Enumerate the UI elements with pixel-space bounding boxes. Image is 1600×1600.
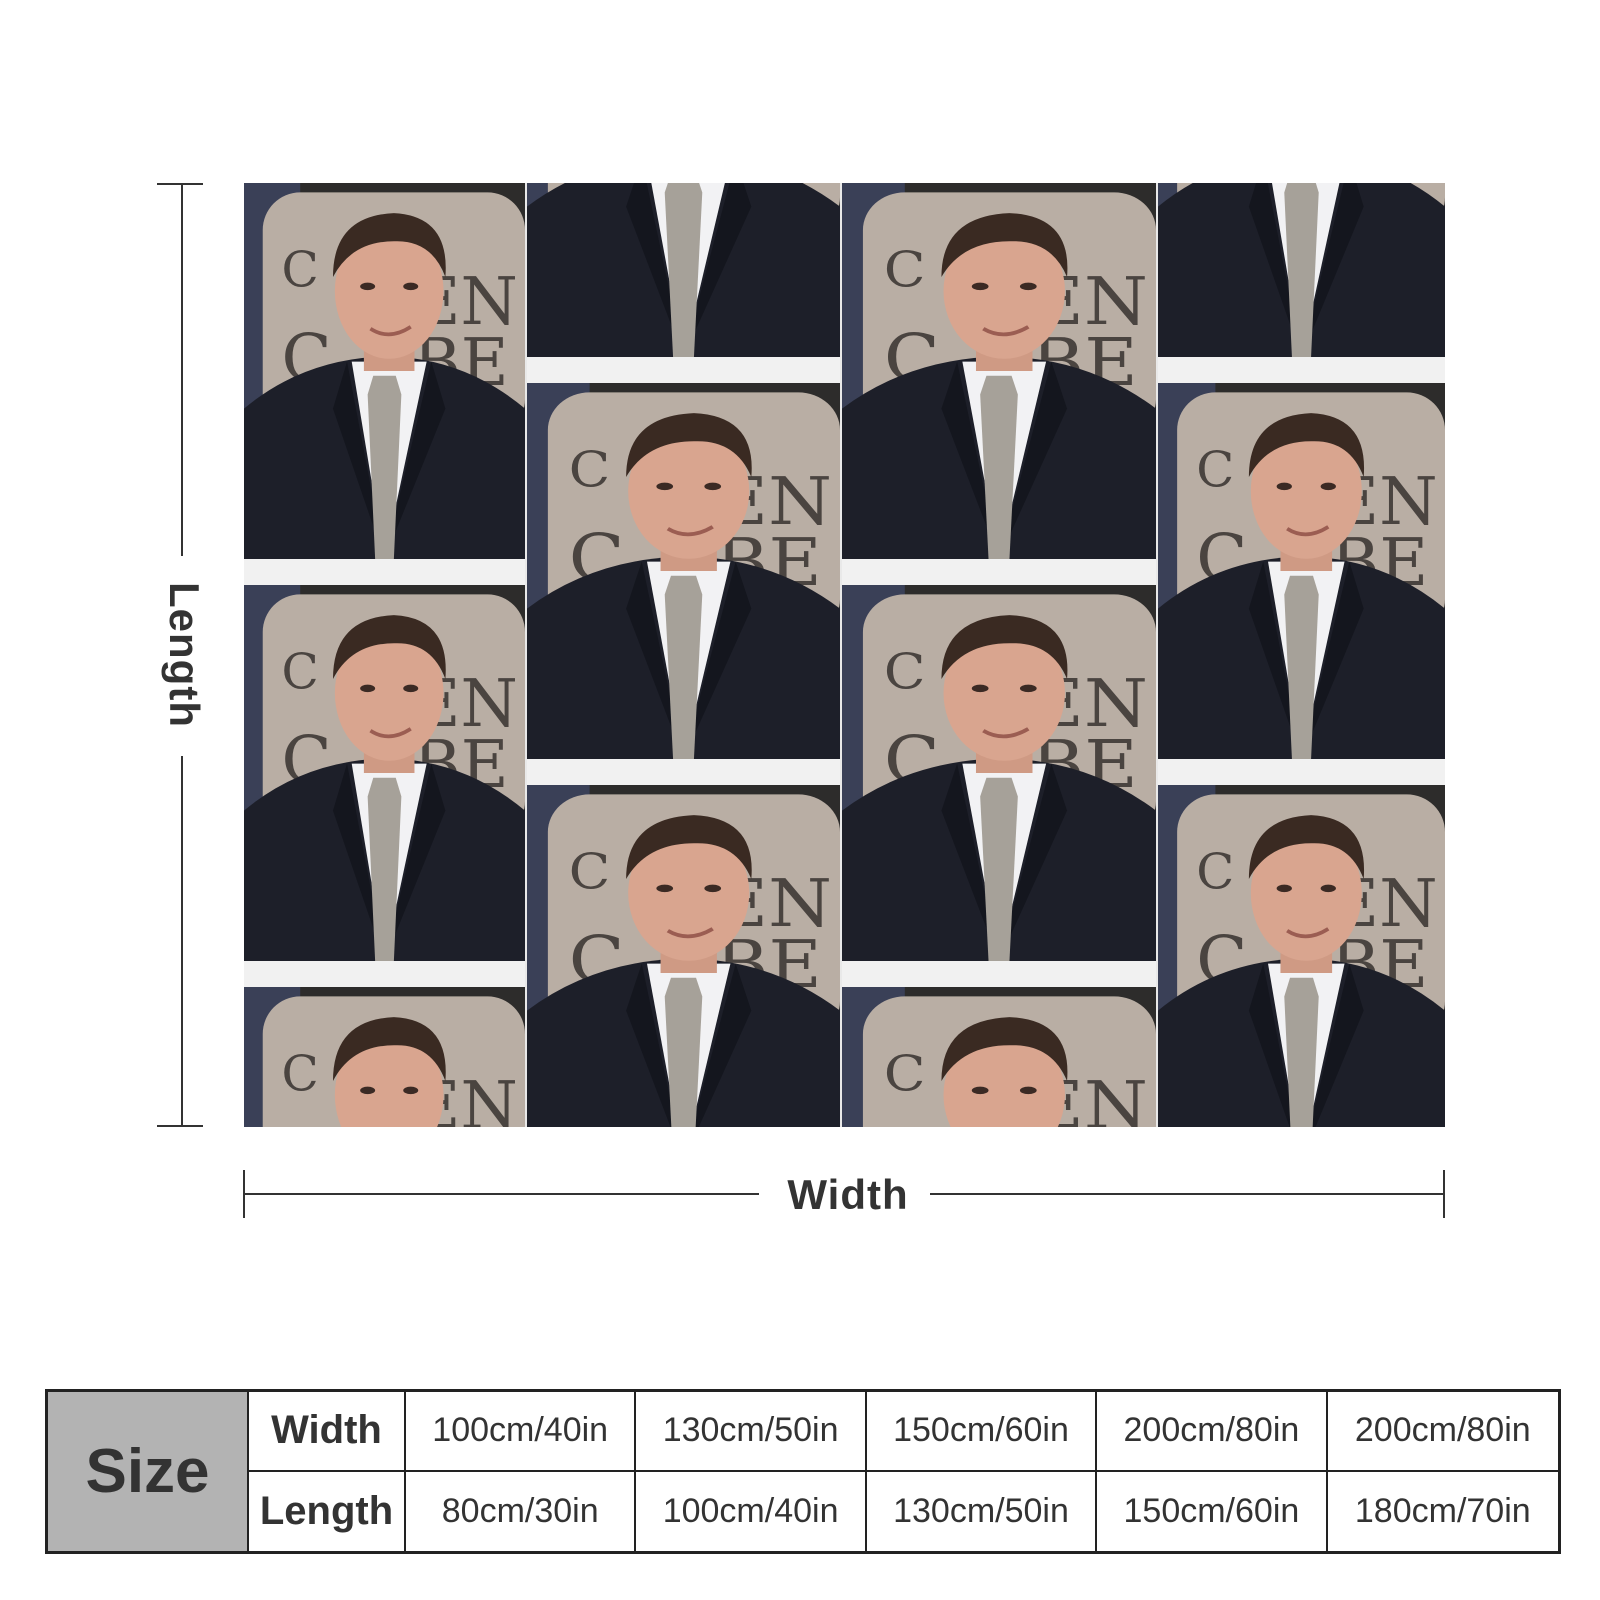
length-cell: 180cm/70in <box>1354 1491 1531 1530</box>
width-label: Width <box>769 1171 927 1219</box>
photo-tile <box>1158 183 1445 383</box>
length-cell: 150cm/60in <box>1097 1471 1328 1551</box>
photo-tile <box>842 987 1156 1127</box>
photo-tile <box>842 585 1156 987</box>
size-table: Size Width 100cm/40in 130cm/50in 150cm/6… <box>45 1389 1561 1554</box>
width-cell: 100cm/40in <box>406 1392 637 1472</box>
length-line-top <box>181 184 183 556</box>
width-cell: 200cm/80in <box>1097 1392 1328 1472</box>
row-label-length: Length <box>249 1471 406 1551</box>
photo-tile <box>1158 383 1445 785</box>
length-top-cap <box>157 183 203 185</box>
width-cell: 150cm/60in <box>866 1392 1098 1472</box>
length-cell: 80cm/30in <box>406 1471 637 1551</box>
photo-tile <box>527 383 840 785</box>
size-header: Size <box>48 1392 249 1551</box>
photo-tile <box>527 785 840 1127</box>
blanket-preview <box>244 183 1445 1127</box>
length-cell: 100cm/40in <box>636 1471 867 1551</box>
length-line-bottom <box>181 756 183 1126</box>
photo-tile <box>527 183 840 383</box>
photo-tile <box>1158 785 1445 1127</box>
photo-tile <box>244 987 525 1127</box>
row-label-width: Width <box>249 1392 406 1472</box>
length-bottom-cap <box>157 1125 203 1127</box>
photo-tile <box>244 183 525 585</box>
photo-tile <box>244 585 525 987</box>
width-cell: 130cm/50in <box>636 1392 867 1472</box>
width-line-right <box>930 1193 1444 1195</box>
length-cell: 130cm/50in <box>867 1471 1098 1551</box>
width-cell: 200cm/80in <box>1327 1392 1558 1472</box>
width-line-left <box>244 1193 759 1195</box>
length-label: Length <box>160 568 208 742</box>
photo-tile <box>842 183 1156 585</box>
width-right-cap <box>1443 1170 1445 1218</box>
